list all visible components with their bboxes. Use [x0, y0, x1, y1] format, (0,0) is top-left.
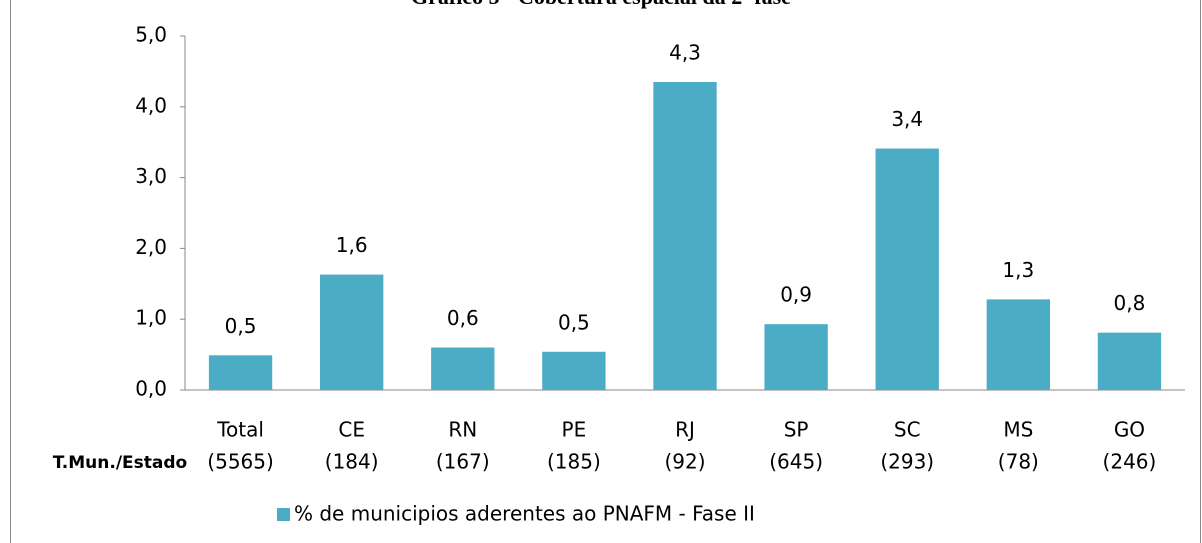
- bar: [653, 82, 717, 391]
- value-label: 0,5: [225, 314, 257, 338]
- y-tick-label: 4,0: [135, 93, 167, 117]
- bar: [431, 347, 495, 390]
- chart-border: [10, 0, 1201, 543]
- x-tick-label: (184): [325, 450, 379, 474]
- chart-title: Gráfico 5 - Cobertura espacial da 2ª fas…: [411, 0, 791, 9]
- x-tick-label: RJ: [675, 418, 695, 442]
- bar: [208, 355, 273, 390]
- x-tick-label: RN: [448, 418, 477, 442]
- value-label: 0,8: [1114, 291, 1146, 315]
- bar: [542, 351, 606, 390]
- x-tick-label: MS: [1003, 418, 1033, 442]
- bar: [986, 299, 1050, 390]
- x-tick-label: CE: [338, 418, 365, 442]
- x-tick-label: (167): [436, 450, 490, 474]
- y-tick-label: 1,0: [135, 306, 167, 330]
- value-label: 1,3: [1002, 258, 1034, 282]
- x-tick-label: Total: [216, 418, 264, 442]
- bar: [764, 324, 828, 390]
- x-tick-label: (293): [880, 450, 934, 474]
- x-tick-label: SC: [894, 418, 921, 442]
- value-label: 1,6: [336, 233, 368, 257]
- value-label: 0,5: [558, 310, 590, 334]
- x-tick-label: (5565): [207, 450, 274, 474]
- x-tick-label: PE: [562, 418, 587, 442]
- bar: [320, 274, 384, 390]
- value-label: 0,6: [447, 306, 479, 330]
- y-tick-label: 5,0: [135, 23, 167, 47]
- x-tick-label: (246): [1103, 450, 1157, 474]
- value-label: 3,4: [891, 107, 923, 131]
- y-tick-label: 2,0: [135, 235, 167, 259]
- x-tick-label: (645): [769, 450, 823, 474]
- x-tick-label: (185): [547, 450, 601, 474]
- legend-label: % de municipios aderentes ao PNAFM - Fas…: [294, 502, 755, 526]
- legend-swatch: [277, 508, 290, 521]
- y-tick-label: 0,0: [135, 377, 167, 401]
- bar: [875, 148, 939, 390]
- x-axis-label: T.Mun./Estado: [53, 453, 187, 473]
- bar: [1097, 332, 1162, 390]
- x-tick-label: SP: [784, 418, 809, 442]
- x-tick-label: (92): [664, 450, 705, 474]
- x-tick-label: GO: [1114, 418, 1145, 442]
- x-tick-label: (78): [998, 450, 1039, 474]
- value-label: 4,3: [669, 41, 701, 65]
- value-label: 0,9: [780, 283, 812, 307]
- y-tick-label: 3,0: [135, 164, 167, 188]
